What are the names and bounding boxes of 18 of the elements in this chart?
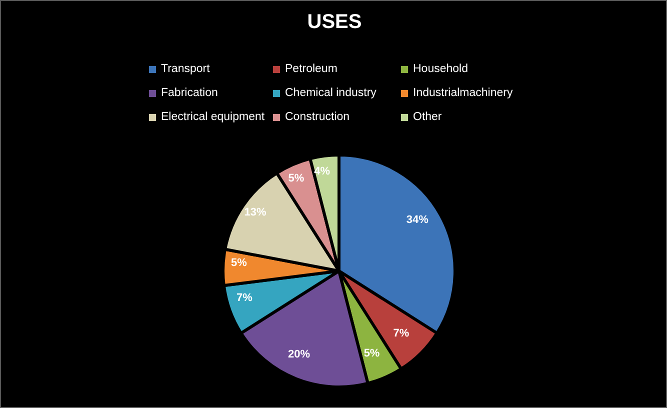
data-label: 5% bbox=[364, 347, 380, 360]
legend-label: Industrialmachinery bbox=[413, 87, 513, 99]
legend-label: Transport bbox=[161, 63, 210, 75]
data-label: 13% bbox=[244, 206, 267, 219]
data-label: 7% bbox=[393, 327, 410, 340]
legend-label: Other bbox=[413, 111, 442, 123]
data-label: 7% bbox=[236, 292, 253, 304]
data-label: 20% bbox=[288, 348, 310, 360]
legend-label: Electrical equipment bbox=[161, 111, 265, 123]
legend-label: Chemical industry bbox=[285, 87, 376, 99]
legend-label: Fabrication bbox=[161, 87, 218, 99]
data-label: 34% bbox=[406, 214, 429, 226]
legend-label: Household bbox=[413, 63, 468, 75]
chart-title: USES bbox=[306, 11, 363, 34]
legend-label: Construction bbox=[285, 111, 350, 123]
legend-label: Petroleum bbox=[285, 63, 338, 75]
data-label: 5% bbox=[230, 257, 248, 270]
data-label: 5% bbox=[288, 172, 304, 185]
